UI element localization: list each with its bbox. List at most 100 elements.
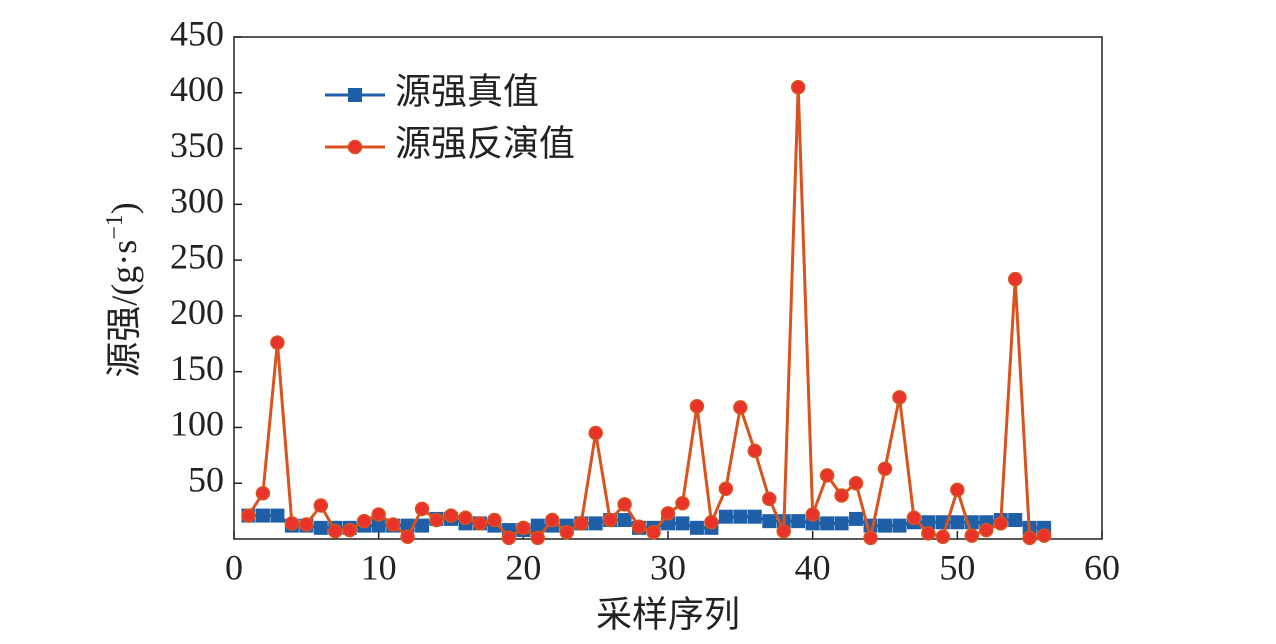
data-point bbox=[733, 400, 748, 415]
y-axis-label: 源强/(g·s−1) bbox=[102, 202, 145, 378]
data-point bbox=[834, 516, 849, 531]
y-axis-label-main: 源强/(g·s bbox=[104, 240, 144, 378]
legend-label: 源强反演值 bbox=[395, 123, 575, 163]
data-point bbox=[820, 516, 835, 531]
data-point bbox=[718, 509, 733, 524]
data-point bbox=[241, 508, 256, 523]
data-point bbox=[588, 516, 603, 531]
data-point bbox=[501, 530, 517, 546]
data-point bbox=[342, 522, 357, 538]
plot-frame bbox=[233, 36, 1103, 540]
data-point bbox=[892, 518, 907, 533]
x-tick-label: 10 bbox=[361, 547, 397, 587]
data-point bbox=[660, 506, 676, 521]
data-point bbox=[718, 481, 734, 497]
data-point bbox=[979, 522, 994, 538]
data-point bbox=[284, 516, 300, 531]
data-point bbox=[950, 515, 965, 530]
legend-marker bbox=[348, 88, 362, 102]
data-point bbox=[675, 516, 690, 531]
data-point bbox=[371, 518, 386, 533]
data-point bbox=[415, 518, 430, 533]
data-point bbox=[950, 482, 965, 498]
data-point bbox=[877, 461, 893, 476]
data-point bbox=[646, 525, 661, 540]
data-point bbox=[819, 468, 835, 483]
data-point bbox=[704, 515, 719, 530]
series-line bbox=[247, 87, 1045, 540]
x-tick-label: 20 bbox=[505, 547, 541, 587]
data-point bbox=[559, 525, 574, 540]
data-point bbox=[530, 530, 546, 546]
data-point bbox=[805, 507, 820, 522]
data-point bbox=[1036, 528, 1052, 543]
y-tick-label: 350 bbox=[170, 125, 224, 165]
data-point bbox=[921, 515, 936, 530]
y-tick-label: 300 bbox=[170, 181, 224, 221]
data-point bbox=[689, 398, 705, 414]
data-point bbox=[299, 517, 314, 532]
data-point bbox=[400, 529, 415, 545]
data-point bbox=[487, 512, 502, 528]
data-point bbox=[270, 508, 285, 523]
data-point bbox=[328, 523, 343, 539]
legend-marker bbox=[347, 139, 363, 155]
data-point bbox=[255, 508, 270, 523]
data-point bbox=[964, 528, 980, 543]
data-point bbox=[878, 518, 892, 533]
data-point bbox=[762, 491, 777, 507]
y-axis-label-sup: −1 bbox=[102, 214, 128, 240]
data-point bbox=[414, 501, 430, 517]
data-point bbox=[429, 512, 444, 528]
data-point bbox=[385, 517, 401, 532]
data-point bbox=[747, 509, 762, 524]
data-point bbox=[617, 497, 632, 512]
data-point bbox=[472, 516, 488, 531]
y-tick-label: 400 bbox=[170, 69, 224, 109]
x-tick-label: 40 bbox=[795, 547, 831, 587]
data-point bbox=[776, 523, 791, 539]
data-point bbox=[1022, 530, 1037, 546]
y-tick-label: 50 bbox=[188, 459, 224, 499]
data-point bbox=[443, 508, 459, 523]
data-point bbox=[573, 516, 589, 531]
data-point bbox=[993, 516, 1008, 531]
x-tick-label: 50 bbox=[939, 547, 975, 587]
data-point bbox=[371, 507, 386, 522]
data-point bbox=[892, 390, 907, 405]
data-point bbox=[906, 510, 922, 526]
data-point bbox=[747, 443, 763, 459]
y-tick-label: 150 bbox=[170, 348, 224, 388]
data-point bbox=[1007, 271, 1023, 287]
data-point bbox=[790, 79, 806, 95]
data-point bbox=[602, 512, 618, 528]
x-tick-label: 0 bbox=[225, 547, 243, 587]
x-tick-label: 30 bbox=[650, 547, 686, 587]
x-axis-label: 采样序列 bbox=[596, 594, 740, 634]
data-point bbox=[631, 519, 647, 534]
data-point bbox=[313, 498, 329, 513]
data-point bbox=[617, 513, 632, 528]
data-point bbox=[675, 496, 690, 511]
data-point bbox=[921, 526, 936, 541]
data-point bbox=[791, 514, 806, 529]
data-point bbox=[255, 486, 271, 501]
data-point bbox=[689, 520, 704, 535]
data-point bbox=[458, 510, 473, 526]
data-point bbox=[516, 520, 531, 536]
y-tick-label: 100 bbox=[170, 404, 224, 444]
data-point bbox=[762, 514, 777, 529]
data-point bbox=[356, 513, 372, 529]
data-point bbox=[849, 511, 864, 526]
y-tick-label: 200 bbox=[170, 292, 224, 332]
data-point bbox=[935, 529, 951, 545]
data-point bbox=[270, 335, 285, 350]
data-point bbox=[834, 488, 849, 503]
data-point bbox=[545, 512, 560, 528]
data-point bbox=[848, 475, 864, 491]
data-point bbox=[1008, 513, 1023, 528]
data-point bbox=[733, 509, 748, 524]
data-point bbox=[313, 520, 328, 535]
y-axis-label-end: ) bbox=[104, 202, 144, 214]
